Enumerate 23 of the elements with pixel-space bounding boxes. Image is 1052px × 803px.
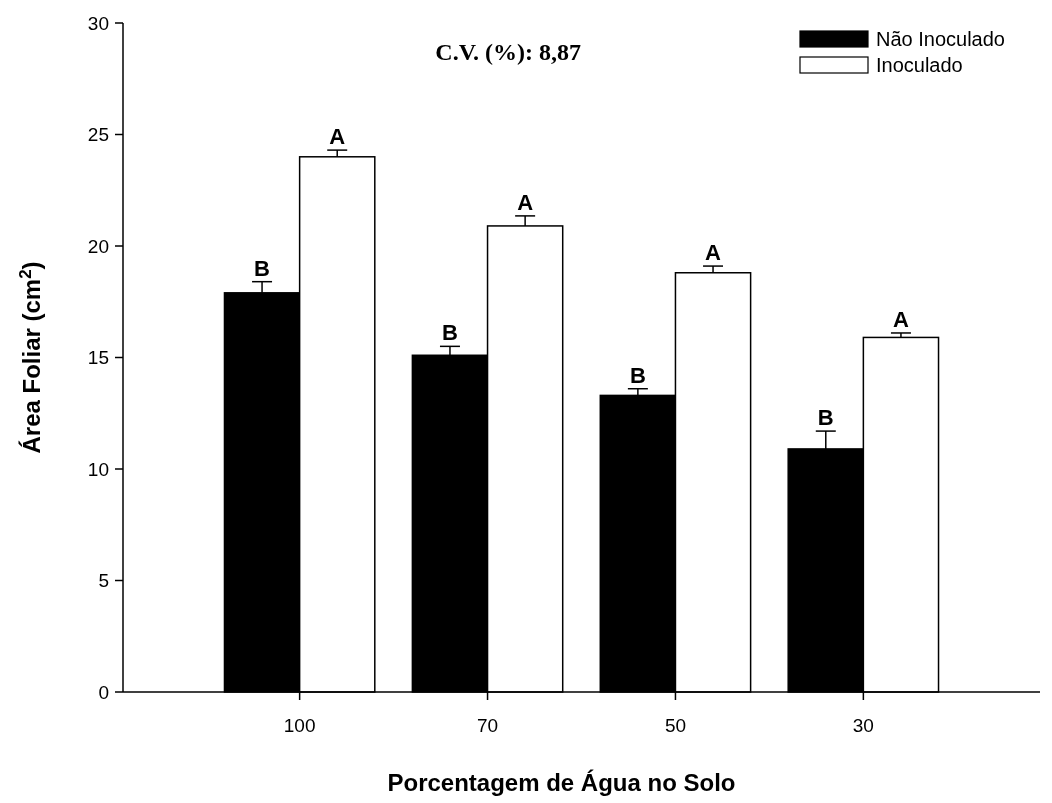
legend-label: Não Inoculado [876,28,1005,50]
annotation: B [254,255,270,281]
annotation: B [629,362,646,388]
annotation: C.V. (%): 8,87 [435,39,581,65]
y-tick-label: 10 [87,458,109,480]
x-tick-label: 70 [476,715,499,736]
y-tick-label: 25 [87,124,109,146]
legend-label: Inoculado [876,54,963,76]
annotation: A [705,240,722,266]
y-tick-label: 0 [98,681,109,703]
annotation: A [517,189,534,215]
annotation: B [442,320,458,346]
x-tick-label: 50 [664,715,687,736]
y-tick-label: 15 [87,347,109,369]
annotation: A [329,124,346,150]
x-tick-label: 100 [283,715,316,736]
y-tick-label: 20 [87,235,109,257]
annotation: B [817,405,834,431]
annotation: A [893,306,909,332]
x-axis-title: Porcentagem de Água no Solo [387,769,736,796]
x-tick-label: 30 [852,715,874,736]
y-tick-label: 5 [98,570,109,592]
y-tick-label: 30 [87,12,109,34]
